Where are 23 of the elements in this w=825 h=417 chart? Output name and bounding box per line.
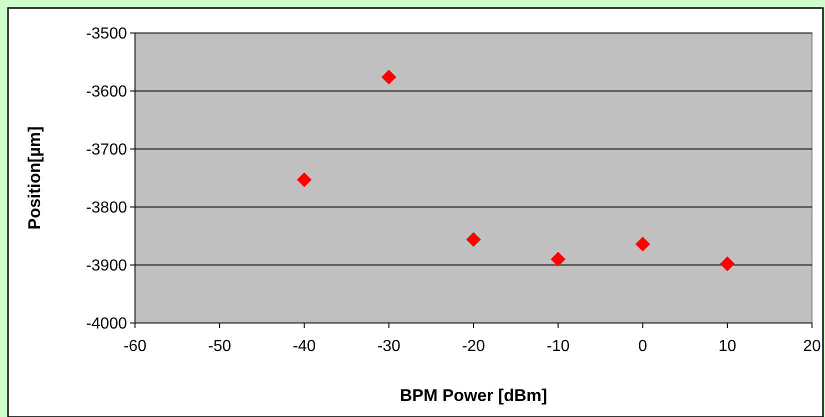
point <box>550 252 566 267</box>
point <box>296 172 312 188</box>
x-tick-label: -50 <box>208 338 232 355</box>
y-tick-label: -3500 <box>86 26 128 43</box>
x-tick-label: -10 <box>546 338 570 355</box>
x-tick-label: -20 <box>462 338 486 355</box>
y-tick-label: -3600 <box>86 84 128 101</box>
point <box>635 236 650 252</box>
x-tick-label: 20 <box>803 338 821 355</box>
y-tick-label: -4000 <box>86 316 128 333</box>
point <box>381 70 396 84</box>
x-tick-label: -40 <box>292 338 316 355</box>
y-tick-label: -3800 <box>86 200 128 217</box>
y-axis-title: Position[µm] <box>25 126 44 230</box>
x-tick-label: -60 <box>123 338 147 355</box>
y-tick-label: -3700 <box>86 142 128 159</box>
x-tick-label: 0 <box>638 338 648 355</box>
y-tick-label: -3900 <box>86 258 128 275</box>
x-axis-title: BPM Power [dBm] <box>400 386 548 405</box>
x-tick-label: -30 <box>377 338 401 355</box>
x-tick-label: 10 <box>718 338 736 355</box>
point <box>720 256 735 272</box>
point <box>466 232 481 247</box>
